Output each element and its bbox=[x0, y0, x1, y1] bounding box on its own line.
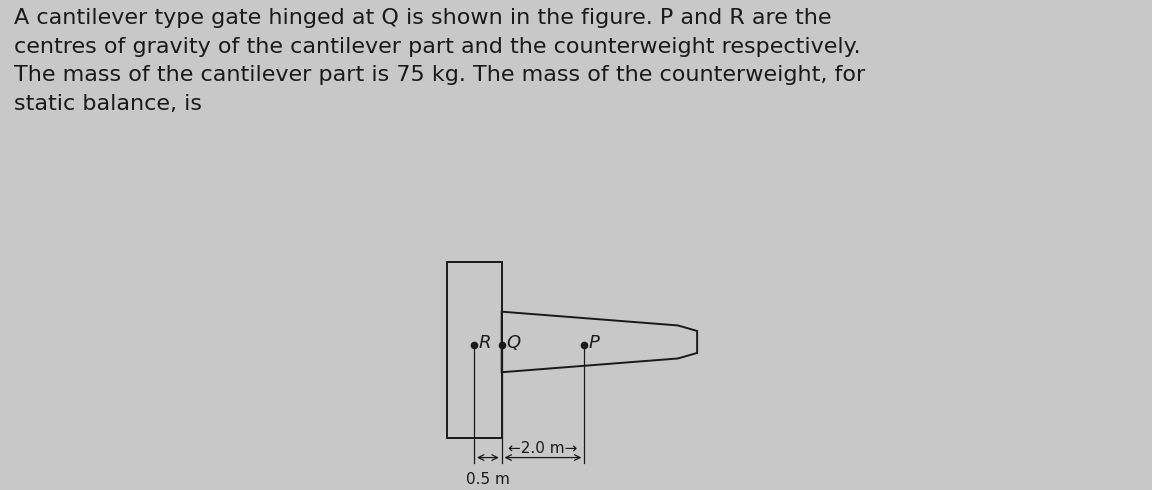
Text: ←2.0 m→: ←2.0 m→ bbox=[508, 441, 577, 456]
Text: P: P bbox=[589, 334, 599, 351]
Text: 0.5 m: 0.5 m bbox=[465, 472, 510, 488]
Text: A cantilever type gate hinged at Q is shown in the figure. P and R are the
centr: A cantilever type gate hinged at Q is sh… bbox=[14, 8, 865, 114]
Bar bbox=[447, 262, 501, 438]
Text: R: R bbox=[478, 334, 491, 351]
Text: Q: Q bbox=[506, 334, 521, 351]
